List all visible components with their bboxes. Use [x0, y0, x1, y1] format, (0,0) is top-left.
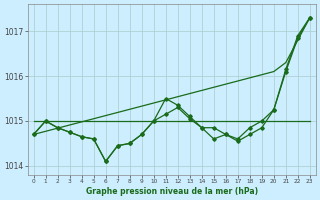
- X-axis label: Graphe pression niveau de la mer (hPa): Graphe pression niveau de la mer (hPa): [86, 187, 258, 196]
